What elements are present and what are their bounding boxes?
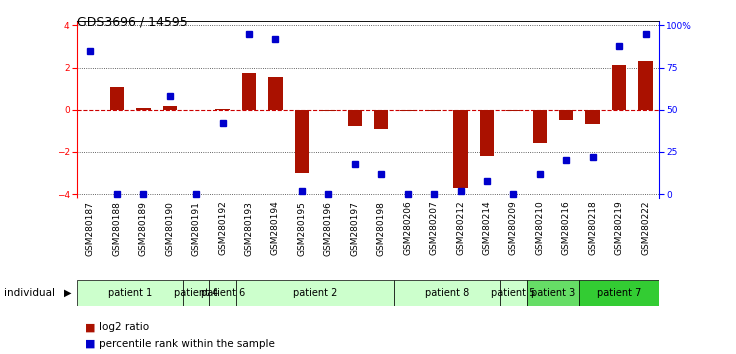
Bar (480, 110, 494, 156)
Bar (77, 280, 183, 306)
Bar (242, 73, 256, 110)
Bar (585, 110, 600, 125)
Text: GSM280196: GSM280196 (324, 201, 333, 256)
Text: GSM280194: GSM280194 (271, 201, 280, 255)
Bar (347, 110, 362, 126)
Bar (533, 110, 547, 143)
Text: GSM280206: GSM280206 (403, 201, 412, 255)
Text: ■: ■ (85, 339, 95, 349)
Bar (453, 110, 468, 188)
Text: patient 2: patient 2 (293, 288, 337, 298)
Text: ▶: ▶ (64, 288, 71, 298)
Text: GSM280191: GSM280191 (191, 201, 201, 256)
Text: log2 ratio: log2 ratio (99, 322, 149, 332)
Bar (294, 110, 309, 173)
Text: GSM280218: GSM280218 (588, 201, 597, 255)
Text: GSM280193: GSM280193 (244, 201, 254, 256)
Text: percentile rank within the sample: percentile rank within the sample (99, 339, 275, 349)
Bar (638, 61, 653, 110)
Text: GSM280188: GSM280188 (113, 201, 121, 256)
Bar (579, 280, 659, 306)
Text: GSM280219: GSM280219 (615, 201, 623, 255)
Bar (559, 110, 573, 120)
Text: GSM280197: GSM280197 (350, 201, 359, 256)
Text: patient 6: patient 6 (200, 288, 245, 298)
Bar (400, 110, 415, 111)
Text: GSM280216: GSM280216 (562, 201, 570, 255)
Bar (110, 87, 124, 110)
Bar (500, 280, 526, 306)
Text: ■: ■ (85, 322, 95, 332)
Bar (427, 110, 442, 111)
Text: GSM280209: GSM280209 (509, 201, 518, 255)
Bar (268, 77, 283, 110)
Text: individual: individual (4, 288, 54, 298)
Text: GSM280187: GSM280187 (86, 201, 95, 256)
Text: GSM280198: GSM280198 (377, 201, 386, 256)
Text: GSM280192: GSM280192 (218, 201, 227, 255)
Text: GSM280222: GSM280222 (641, 201, 650, 255)
Bar (210, 280, 236, 306)
Bar (216, 109, 230, 110)
Bar (236, 280, 394, 306)
Text: GSM280207: GSM280207 (430, 201, 439, 255)
Text: GSM280212: GSM280212 (456, 201, 465, 255)
Bar (183, 280, 210, 306)
Text: GSM280190: GSM280190 (166, 201, 174, 256)
Bar (526, 280, 579, 306)
Text: patient 3: patient 3 (531, 288, 575, 298)
Bar (612, 65, 626, 110)
Text: patient 5: patient 5 (491, 288, 536, 298)
Text: GSM280214: GSM280214 (482, 201, 492, 255)
Text: patient 7: patient 7 (597, 288, 641, 298)
Bar (374, 110, 389, 129)
Bar (163, 105, 177, 110)
Bar (394, 280, 500, 306)
Text: patient 8: patient 8 (425, 288, 470, 298)
Text: patient 4: patient 4 (174, 288, 219, 298)
Bar (321, 110, 336, 111)
Text: patient 1: patient 1 (108, 288, 152, 298)
Text: GSM280189: GSM280189 (139, 201, 148, 256)
Text: GDS3696 / 14595: GDS3696 / 14595 (77, 16, 188, 29)
Bar (506, 110, 520, 111)
Bar (136, 108, 151, 110)
Text: GSM280210: GSM280210 (535, 201, 545, 255)
Text: GSM280195: GSM280195 (297, 201, 306, 256)
